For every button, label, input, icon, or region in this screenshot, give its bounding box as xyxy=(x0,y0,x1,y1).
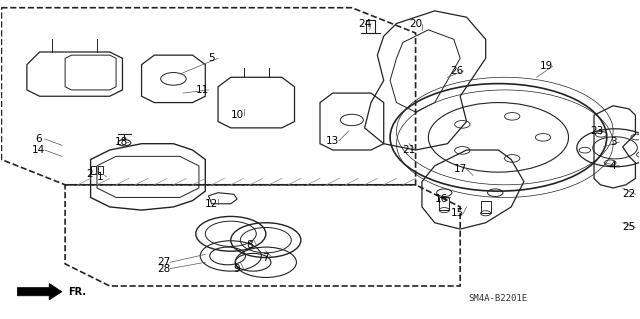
Bar xyxy=(366,20,376,33)
Text: 3: 3 xyxy=(610,137,616,147)
Text: 10: 10 xyxy=(230,110,244,120)
Text: 2: 2 xyxy=(86,169,93,179)
Text: 24: 24 xyxy=(358,19,371,28)
Text: 8: 8 xyxy=(246,240,253,250)
Bar xyxy=(99,166,103,174)
Text: 26: 26 xyxy=(451,66,463,76)
Polygon shape xyxy=(17,284,62,300)
Text: 15: 15 xyxy=(451,208,463,218)
Text: 23: 23 xyxy=(591,126,604,136)
Text: 5: 5 xyxy=(209,53,215,63)
Text: 6: 6 xyxy=(35,134,42,144)
Text: 28: 28 xyxy=(157,263,170,274)
Text: 14: 14 xyxy=(32,145,45,155)
Text: SM4A-B2201E: SM4A-B2201E xyxy=(469,294,528,303)
Text: 27: 27 xyxy=(157,257,170,267)
Bar xyxy=(439,197,449,210)
Text: 12: 12 xyxy=(205,199,218,209)
Text: 4: 4 xyxy=(610,161,616,171)
Text: 9: 9 xyxy=(234,263,241,274)
Text: 16: 16 xyxy=(435,194,448,204)
Text: 11: 11 xyxy=(195,85,209,95)
Text: FR.: FR. xyxy=(68,287,86,297)
Bar xyxy=(481,201,491,213)
Text: 13: 13 xyxy=(326,136,339,145)
Text: 21: 21 xyxy=(403,145,416,155)
Text: 22: 22 xyxy=(623,189,636,199)
Text: 18: 18 xyxy=(115,137,128,147)
Text: 19: 19 xyxy=(540,61,553,71)
Text: 17: 17 xyxy=(454,164,467,174)
Text: 7: 7 xyxy=(262,253,269,263)
Bar xyxy=(91,166,96,174)
Text: 25: 25 xyxy=(623,222,636,233)
Text: 20: 20 xyxy=(409,19,422,28)
Text: 1: 1 xyxy=(97,172,104,182)
